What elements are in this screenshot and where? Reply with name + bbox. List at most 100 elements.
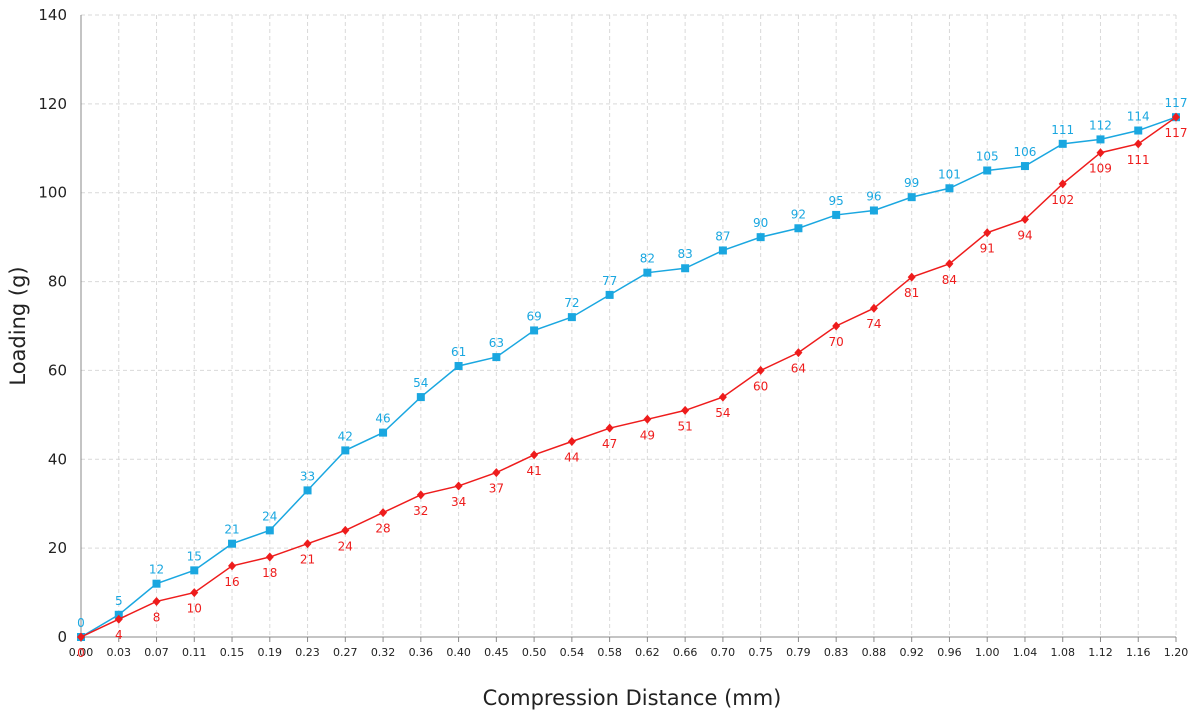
data-label: 21 [224,523,239,537]
y-tick-label: 140 [38,6,67,24]
data-label: 44 [564,451,579,465]
data-label: 21 [300,553,315,567]
data-point-diamond [1058,179,1067,189]
x-axis-title: Compression Distance (mm) [483,686,782,710]
data-point-diamond [265,552,274,562]
data-label: 41 [526,464,541,478]
data-point-diamond [945,259,954,269]
y-tick-label: 100 [38,184,67,202]
x-tick-label: 0.36 [409,646,434,659]
data-point-diamond [416,490,425,500]
data-point-square [228,539,237,548]
data-label: 95 [829,194,844,208]
series-line-2 [80,116,1177,638]
data-point-square [1134,126,1143,135]
data-label: 91 [980,242,995,256]
data-label: 12 [149,563,164,577]
x-tick-label: 0.32 [371,646,396,659]
data-point-diamond [1172,112,1180,122]
y-tick-label: 0 [57,628,67,646]
data-point-square [907,193,916,202]
data-label: 87 [715,229,730,243]
data-point-diamond [1134,139,1143,149]
data-label: 54 [413,376,428,390]
y-tick-label: 40 [48,450,67,468]
data-point-diamond [794,348,803,358]
data-point-square [265,526,274,535]
data-label: 105 [976,150,999,164]
data-point-diamond [681,405,690,415]
data-label: 72 [564,296,579,310]
x-tick-label: 0.00 [69,646,94,659]
data-label: 111 [1051,123,1074,137]
data-point-square [643,268,652,277]
data-point-square [794,224,803,233]
data-point-diamond [718,392,727,402]
data-label: 32 [413,504,428,518]
data-label: 46 [375,412,390,426]
data-label: 5 [115,594,123,608]
data-point-diamond [152,596,161,606]
y-tick-label: 20 [48,539,67,557]
data-label: 117 [1165,126,1188,140]
data-point-square [379,428,388,437]
data-point-diamond [454,481,463,491]
data-point-diamond [605,423,614,433]
data-point-diamond [832,321,841,331]
data-point-square [718,246,727,255]
data-label: 18 [262,566,277,580]
data-point-diamond [77,632,85,642]
x-tick-label: 0.58 [597,646,622,659]
x-tick-label: 0.92 [899,646,924,659]
data-label: 112 [1089,118,1112,132]
data-point-diamond [303,539,312,549]
data-label: 8 [153,610,161,624]
x-tick-label: 0.15 [220,646,245,659]
data-label: 77 [602,274,617,288]
data-point-square [303,486,312,495]
data-label: 28 [375,522,390,536]
data-point-square [530,326,539,335]
data-label: 16 [224,575,239,589]
data-point-square [1058,139,1067,148]
x-tick-label: 1.12 [1088,646,1113,659]
data-point-square [681,264,690,273]
data-label: 54 [715,406,730,420]
data-label: 34 [451,495,466,509]
data-label: 37 [489,482,504,496]
x-tick-label: 0.11 [182,646,207,659]
x-tick-label: 0.23 [295,646,320,659]
x-tick-label: 0.54 [560,646,585,659]
data-point-diamond [492,468,501,478]
x-tick-label: 0.45 [484,646,509,659]
y-tick-label: 60 [48,361,67,379]
data-point-diamond [530,450,539,460]
data-point-square [492,353,501,362]
data-label: 94 [1017,228,1032,242]
data-label: 15 [187,549,202,563]
data-label: 60 [753,379,768,393]
x-tick-label: 0.75 [748,646,773,659]
data-label: 111 [1127,153,1150,167]
data-label: 99 [904,176,919,190]
data-point-square [983,166,992,175]
data-point-square [1020,162,1029,171]
x-tick-label: 0.70 [711,646,736,659]
data-label: 51 [677,419,692,433]
x-tick-label: 1.04 [1013,646,1038,659]
x-tick-label: 1.08 [1050,646,1075,659]
data-point-square [152,579,161,588]
x-tick-label: 0.66 [673,646,698,659]
data-label: 96 [866,189,881,203]
data-point-diamond [228,561,237,571]
data-label: 102 [1051,193,1074,207]
data-label: 90 [753,216,768,230]
data-label: 101 [938,167,961,181]
data-label: 92 [791,207,806,221]
x-tick-label: 0.27 [333,646,358,659]
data-label: 10 [187,602,202,616]
data-label: 47 [602,437,617,451]
